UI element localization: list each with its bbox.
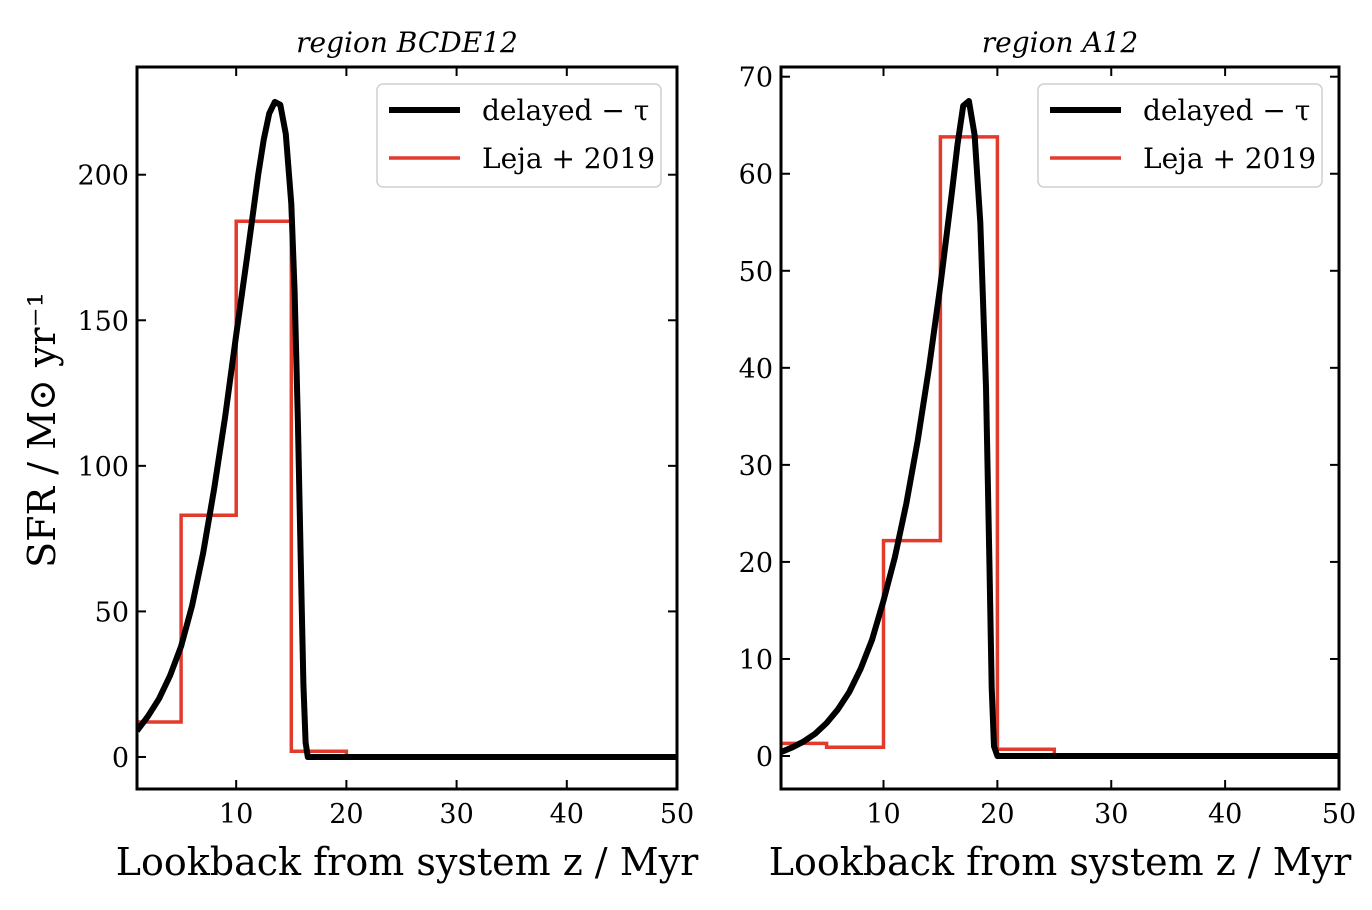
y-tick-0: 0 (112, 743, 677, 774)
x-tick-2: 30 (1094, 67, 1128, 830)
x-tick-0: 10 (866, 67, 901, 830)
y-axis-label: SFR / M⊙ yr⁻¹ (20, 292, 64, 568)
y-tick-0: 0 (756, 742, 1339, 773)
y-tick-4: 200 (77, 161, 677, 192)
svg-text:70: 70 (739, 63, 773, 94)
svg-text:10: 10 (739, 645, 773, 676)
legend-right: delayed − τ Leja + 2019 (1037, 83, 1323, 188)
x-ticks-left: 10 20 30 40 50 (219, 67, 694, 830)
x-tick-0: 10 (219, 67, 253, 830)
svg-text:20: 20 (329, 799, 363, 830)
svg-text:50: 50 (1322, 799, 1356, 830)
plot-frame-left (135, 65, 679, 791)
y-tick-5: 50 (739, 257, 1339, 288)
svg-text:0: 0 (112, 743, 129, 774)
x-axis-label-right: Lookback from system z / Myr (769, 840, 1352, 884)
series-line-right (781, 98, 1339, 759)
chart-panel-right: region A12 10 20 30 40 50 0 10 20 30 40 … (739, 26, 1357, 884)
legend-label-line-left: delayed − τ (482, 94, 649, 127)
legend-label-line-right: delayed − τ (1143, 94, 1310, 127)
y-tick-3: 30 (739, 451, 1339, 482)
y-tick-2: 100 (77, 452, 677, 483)
x-axis-label-left: Lookback from system z / Myr (116, 840, 699, 884)
y-tick-6: 60 (739, 160, 1339, 191)
y-tick-1: 10 (739, 645, 1339, 676)
legend-label-step-left: Leja + 2019 (482, 142, 655, 175)
x-tick-1: 20 (980, 67, 1015, 830)
svg-text:40: 40 (739, 354, 773, 385)
x-tick-2: 30 (439, 67, 474, 830)
x-tick-3: 40 (550, 67, 584, 830)
x-tick-3: 40 (1208, 67, 1242, 830)
chart-panel-left: region BCDE12 10 20 30 40 50 0 50 100 15… (77, 26, 699, 884)
chart-title-right: region A12 (982, 26, 1138, 59)
svg-text:30: 30 (439, 799, 473, 830)
series-step-left (137, 219, 677, 759)
y-tick-1: 50 (95, 597, 677, 628)
x-tick-4: 50 (660, 67, 694, 830)
legend-left: delayed − τ Leja + 2019 (376, 83, 662, 188)
x-ticks-right: 10 20 30 40 50 (866, 67, 1356, 830)
plot-area-left (137, 98, 677, 760)
svg-text:30: 30 (739, 451, 773, 482)
plot-area-right (781, 98, 1339, 759)
y-tick-3: 150 (77, 306, 677, 337)
chart-title-left: region BCDE12 (296, 26, 518, 59)
svg-text:50: 50 (660, 799, 694, 830)
svg-text:10: 10 (866, 799, 900, 830)
svg-text:10: 10 (219, 799, 253, 830)
svg-text:200: 200 (77, 161, 129, 192)
plot-frame-right (779, 65, 1341, 791)
svg-text:20: 20 (739, 548, 773, 579)
legend-label-step-right: Leja + 2019 (1143, 142, 1316, 175)
svg-text:60: 60 (739, 160, 773, 191)
y-tick-2: 20 (739, 548, 1339, 579)
svg-text:50: 50 (739, 257, 773, 288)
series-step-right (781, 135, 1339, 758)
y-tick-7: 70 (739, 63, 1339, 94)
series-line-left (137, 98, 677, 760)
y-ticks-left: 0 50 100 150 200 (77, 161, 677, 774)
x-tick-4: 50 (1322, 67, 1356, 830)
svg-text:100: 100 (77, 452, 129, 483)
svg-text:40: 40 (550, 799, 584, 830)
y-ticks-right: 0 10 20 30 40 50 60 70 (739, 63, 1339, 773)
svg-text:0: 0 (756, 742, 773, 773)
svg-text:150: 150 (77, 306, 129, 337)
svg-text:30: 30 (1094, 799, 1128, 830)
x-tick-1: 20 (329, 67, 364, 830)
svg-text:20: 20 (980, 799, 1014, 830)
svg-text:40: 40 (1208, 799, 1242, 830)
y-tick-4: 40 (739, 354, 1339, 385)
svg-text:50: 50 (95, 597, 129, 628)
